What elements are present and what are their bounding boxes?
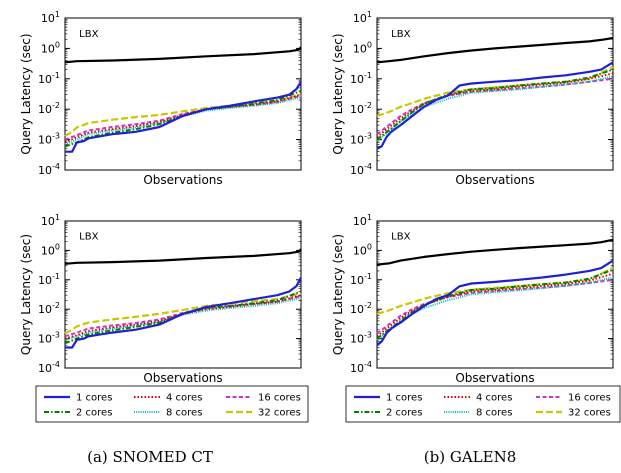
y-tick-label: 10-1	[350, 272, 372, 287]
y-tick-label: 10-2	[38, 101, 60, 116]
y-tick-label: 10-2	[38, 301, 60, 316]
legend-label: 16 cores	[258, 393, 301, 404]
series-line-8-cores	[376, 75, 614, 142]
y-tick-label: 10-4	[38, 360, 60, 375]
series-line-1-cores	[376, 61, 614, 150]
plot-frame	[376, 220, 614, 369]
series-line-16-cores	[376, 278, 614, 335]
legend-label: 32 cores	[568, 408, 611, 419]
series-line-lbx	[64, 46, 302, 64]
legend-label: 2 cores	[386, 408, 422, 419]
series-line-lbx	[376, 238, 614, 266]
legend-label: 8 cores	[476, 408, 512, 419]
y-tick-label: 10-2	[350, 101, 372, 116]
legend-frame	[35, 385, 309, 423]
y-tick-label: 100	[353, 40, 372, 55]
legend-label: 1 cores	[76, 393, 112, 404]
panel-1: 101 100 10-1 10-2 10-3 10-4 Observations Query …	[19, 10, 302, 187]
y-tick-label: 10-1	[350, 71, 372, 86]
legend-label: 4 cores	[476, 393, 512, 404]
lbx-annotation: LBX	[391, 29, 410, 40]
series-group	[64, 248, 302, 349]
legend-label: 16 cores	[568, 393, 611, 404]
y-tick-label: 100	[41, 40, 60, 55]
plot-frame	[64, 17, 302, 171]
y-axis-label: Query Latency (sec)	[331, 33, 345, 154]
y-tick-label: 101	[353, 10, 372, 25]
y-tick-label: 10-3	[38, 331, 60, 346]
y-tick-label: 100	[353, 242, 372, 257]
legend-label: 2 cores	[76, 408, 112, 419]
y-tick-label: 10-2	[350, 301, 372, 316]
y-tick-label: 101	[41, 10, 60, 25]
y-tick-label: 10-3	[350, 331, 372, 346]
y-axis-label: Query Latency (sec)	[19, 234, 33, 355]
lbx-annotation: LBX	[79, 232, 98, 243]
x-axis-label: Observations	[455, 173, 534, 187]
series-line-1-cores	[65, 276, 302, 349]
series-line-32-cores	[64, 292, 302, 335]
series-group	[376, 238, 614, 346]
series-line-32-cores	[64, 93, 302, 138]
series-line-4-cores	[376, 272, 614, 338]
subfigure-caption: (a) SNOMED CT	[87, 448, 213, 466]
x-axis-label: Observations	[455, 371, 534, 385]
panel-3: 101 100 10-1 10-2 10-3 10-4 Observations Query …	[19, 213, 302, 385]
plot-frame	[64, 220, 302, 369]
y-tick-label: 10-3	[38, 132, 60, 147]
panel-4: 101 100 10-1 10-2 10-3 10-4 Observations Query …	[331, 213, 614, 385]
y-tick-label: 101	[353, 213, 372, 228]
x-axis-label: Observations	[143, 371, 222, 385]
series-line-1-cores	[65, 81, 302, 153]
subfigure-caption: (b) GALEN8	[424, 448, 516, 466]
series-line-lbx	[376, 36, 614, 64]
series-line-2-cores	[376, 68, 614, 141]
series-line-8-cores	[376, 276, 614, 341]
y-tick-label: 10-1	[38, 272, 60, 287]
series-line-2-cores	[376, 268, 614, 340]
legend-frame	[345, 385, 621, 423]
legend-1: 1 cores 4 cores 16 cores 2 cores 8 cores 32 c…	[35, 385, 309, 423]
y-tick-label: 100	[41, 242, 60, 257]
y-tick-label: 10-4	[38, 162, 60, 177]
legend-label: 32 cores	[258, 408, 301, 419]
series-group	[64, 46, 302, 153]
y-axis-label: Query Latency (sec)	[331, 234, 345, 355]
series-line-2-cores	[64, 89, 302, 148]
y-tick-label: 101	[41, 213, 60, 228]
panel-2: 101 100 10-1 10-2 10-3 10-4 Observations Query …	[331, 10, 614, 187]
legend-label: 4 cores	[166, 393, 202, 404]
series-line-1-cores	[376, 259, 614, 346]
legend-label: 1 cores	[386, 393, 422, 404]
lbx-annotation: LBX	[79, 29, 98, 40]
y-tick-label: 10-1	[38, 71, 60, 86]
y-axis-label: Query Latency (sec)	[19, 33, 33, 154]
legend-2: 1 cores 4 cores 16 cores 2 cores 8 cores 32 c…	[345, 385, 621, 423]
series-line-4-cores	[64, 93, 302, 144]
y-tick-label: 10-3	[350, 132, 372, 147]
series-line-16-cores	[376, 77, 614, 135]
lbx-annotation: LBX	[391, 232, 410, 243]
legend-label: 8 cores	[166, 408, 202, 419]
y-tick-label: 10-4	[350, 162, 372, 177]
plot-frame	[376, 17, 614, 171]
series-group	[376, 36, 614, 150]
y-tick-label: 10-4	[350, 360, 372, 375]
x-axis-label: Observations	[143, 173, 222, 187]
series-line-lbx	[64, 248, 302, 265]
